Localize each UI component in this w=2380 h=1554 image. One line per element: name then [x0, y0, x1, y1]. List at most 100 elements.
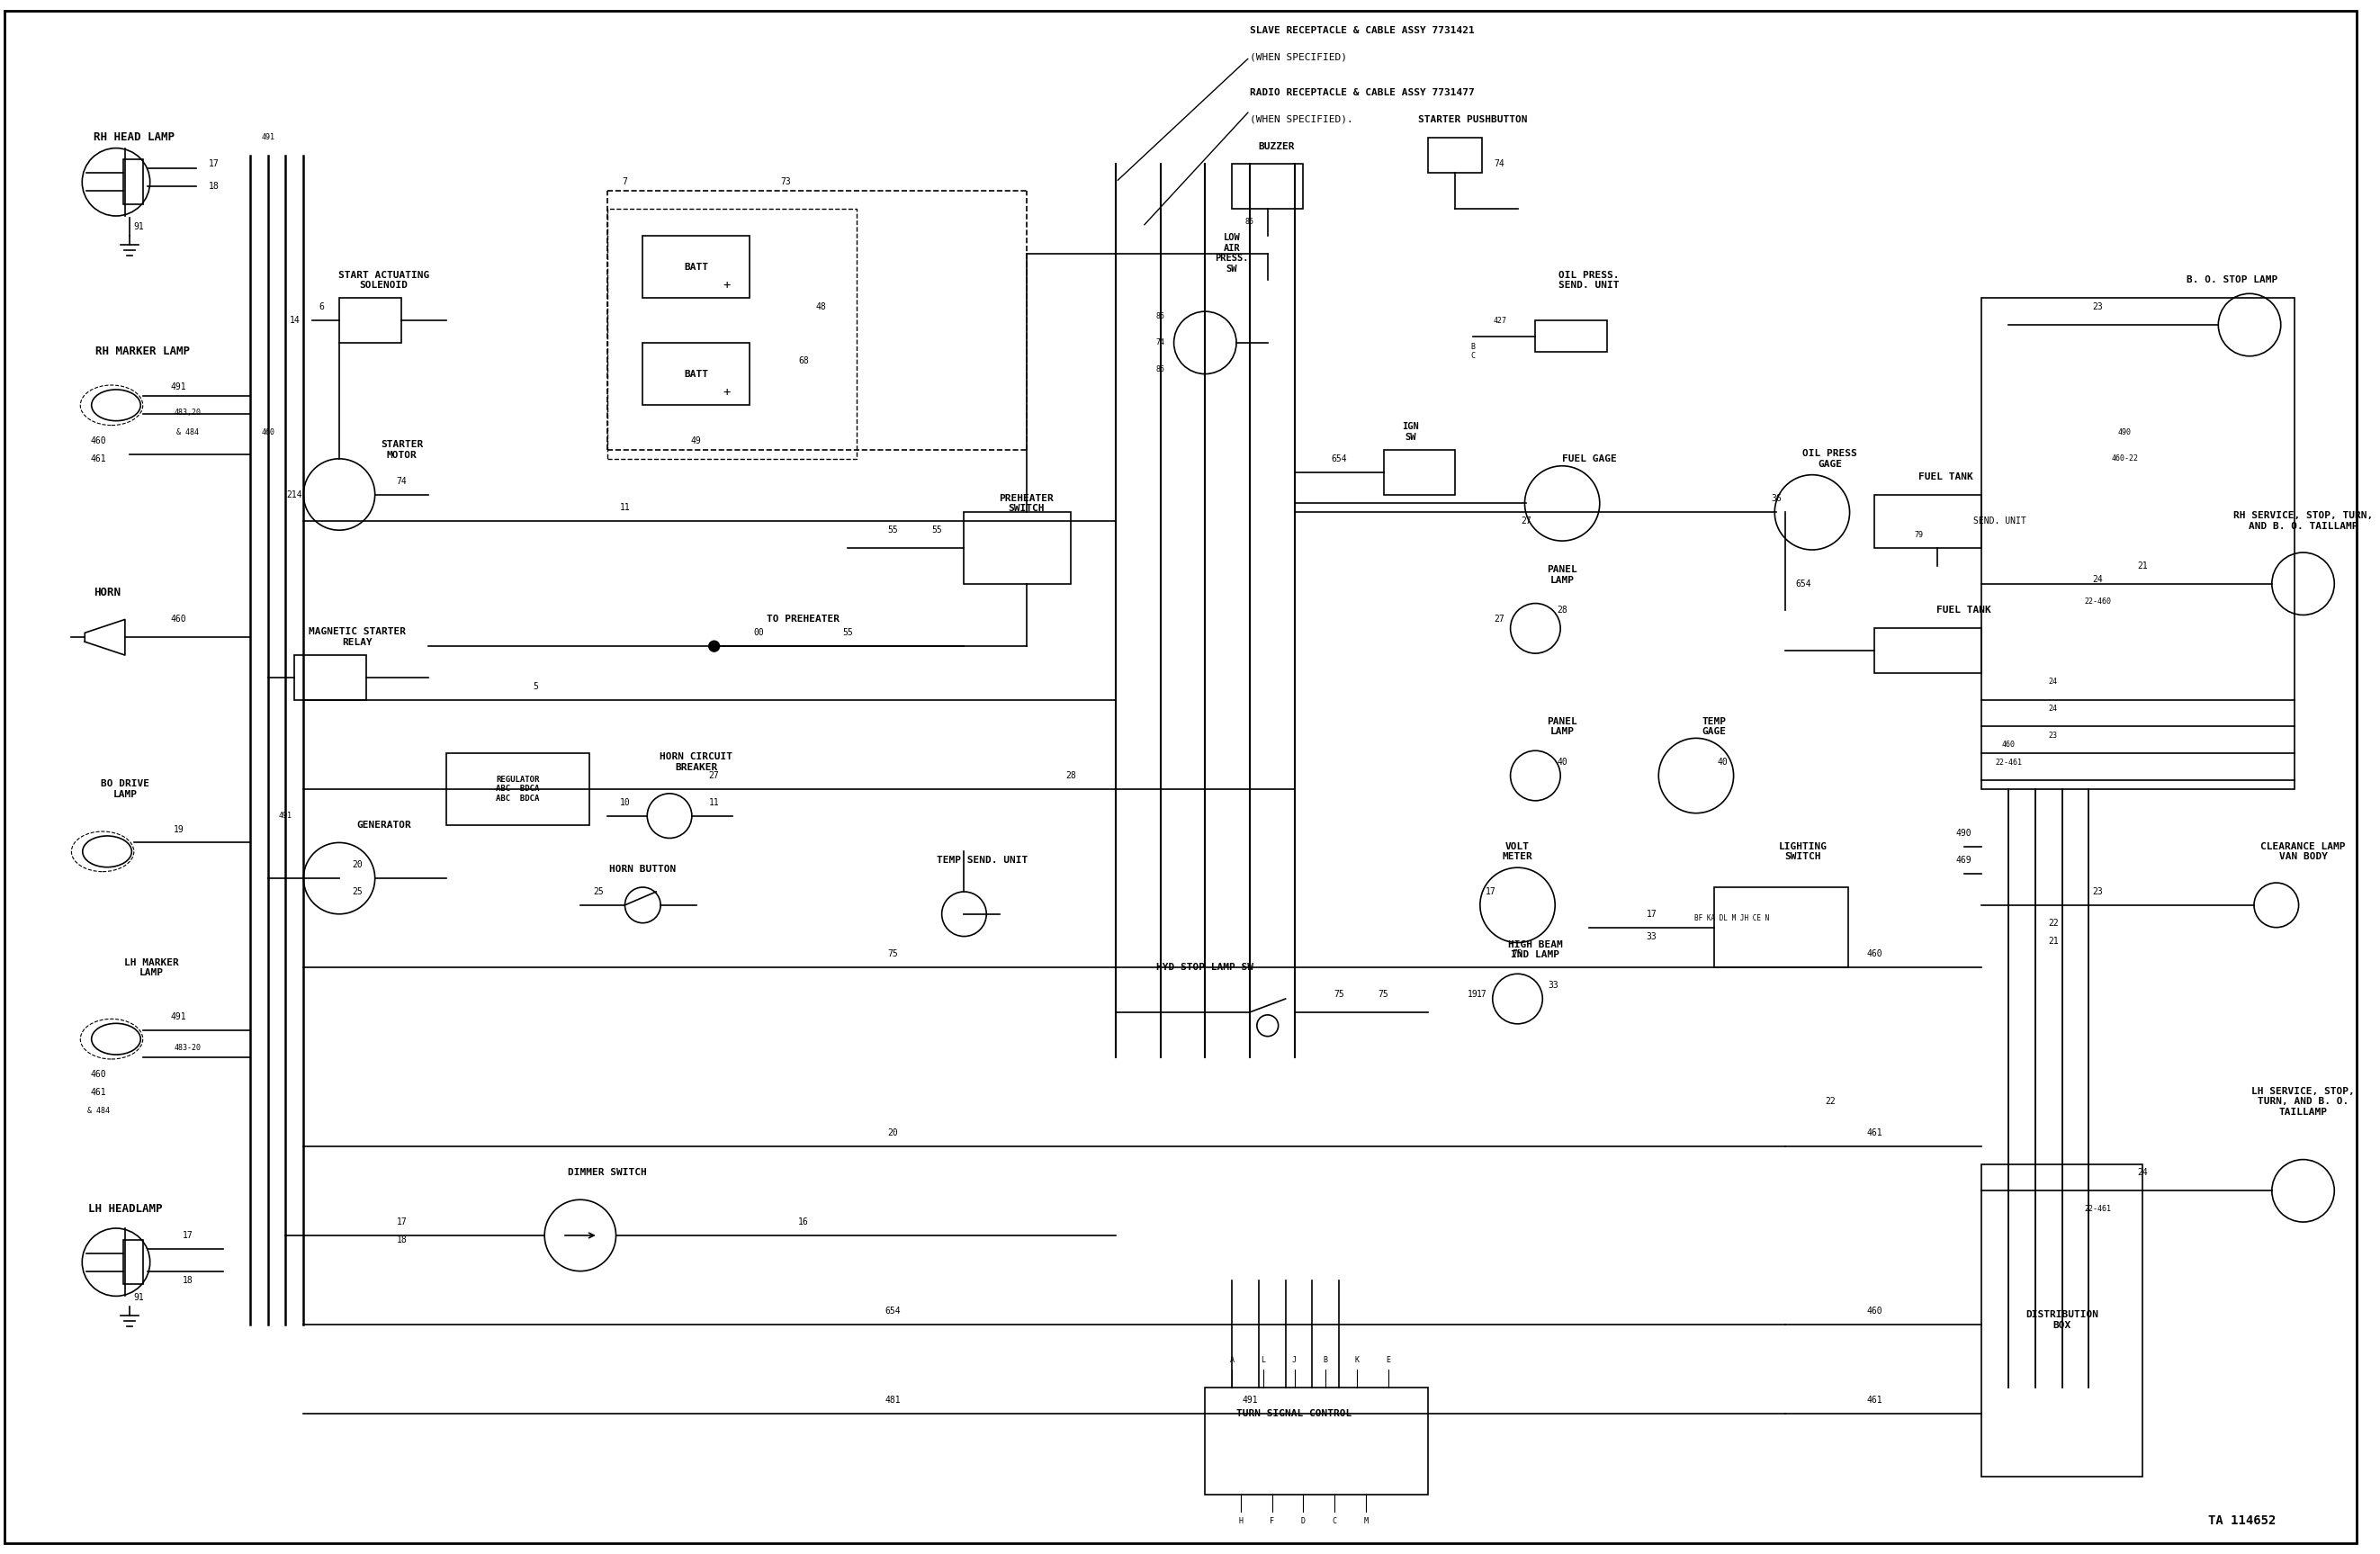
- Text: REGULATOR
ABC  BDCA
ABC  BDCA: REGULATOR ABC BDCA ABC BDCA: [495, 775, 540, 802]
- Text: 21: 21: [2047, 937, 2059, 945]
- Text: BATT: BATT: [683, 263, 709, 272]
- Text: HORN: HORN: [93, 587, 121, 598]
- Text: BUZZER: BUZZER: [1259, 141, 1295, 151]
- Text: 74: 74: [397, 477, 407, 485]
- Text: 85: 85: [1157, 365, 1164, 373]
- Text: 654: 654: [1330, 454, 1347, 463]
- Text: 17: 17: [1476, 990, 1488, 999]
- Text: 36: 36: [1771, 494, 1783, 503]
- Text: 460: 460: [90, 1071, 107, 1078]
- Text: 17: 17: [1485, 887, 1497, 897]
- Text: +: +: [724, 280, 731, 292]
- Text: 18: 18: [209, 182, 219, 191]
- Text: PANEL
LAMP: PANEL LAMP: [1547, 716, 1578, 737]
- Text: 469: 469: [1956, 856, 1971, 866]
- Text: 73: 73: [781, 177, 790, 186]
- Bar: [295, 656, 367, 699]
- Bar: [964, 513, 1071, 584]
- Text: MAGNETIC STARTER
RELAY: MAGNETIC STARTER RELAY: [309, 628, 405, 646]
- Text: 75: 75: [1333, 990, 1345, 999]
- Text: 24: 24: [2092, 575, 2104, 584]
- Text: HIGH BEAM
IND LAMP: HIGH BEAM IND LAMP: [1509, 940, 1564, 959]
- Text: 19: 19: [1468, 990, 1478, 999]
- Text: TA 114652: TA 114652: [2209, 1515, 2275, 1528]
- Text: 460-22: 460-22: [2111, 455, 2137, 463]
- Text: OIL PRESS.
SEND. UNIT: OIL PRESS. SEND. UNIT: [1559, 270, 1618, 291]
- Text: F: F: [1271, 1517, 1273, 1524]
- Bar: [643, 236, 750, 298]
- Text: 23: 23: [2092, 887, 2104, 897]
- Text: 17: 17: [209, 160, 219, 169]
- Bar: [1983, 298, 2294, 789]
- Text: 460: 460: [90, 437, 107, 446]
- Text: B: B: [1323, 1357, 1328, 1364]
- Text: 75: 75: [1511, 949, 1523, 959]
- Text: 22-461: 22-461: [1994, 758, 2023, 766]
- Text: 5: 5: [533, 682, 538, 692]
- Text: 16: 16: [797, 1217, 809, 1226]
- Text: 24: 24: [2049, 678, 2059, 685]
- Text: 74: 74: [1157, 339, 1164, 347]
- Text: BATT: BATT: [683, 370, 709, 379]
- Text: 85: 85: [1245, 218, 1254, 227]
- Text: 18: 18: [183, 1276, 193, 1285]
- Text: 460: 460: [2002, 740, 2016, 749]
- Text: HYD STOP LAMP SW: HYD STOP LAMP SW: [1157, 963, 1254, 973]
- Text: 28: 28: [1066, 771, 1076, 780]
- Text: L: L: [1261, 1357, 1266, 1364]
- Text: D: D: [1302, 1517, 1307, 1524]
- Text: M: M: [1364, 1517, 1368, 1524]
- Text: PANEL
LAMP: PANEL LAMP: [1547, 566, 1578, 584]
- Text: 461: 461: [1866, 1128, 1883, 1138]
- Text: 18: 18: [397, 1235, 407, 1245]
- Text: PREHEATER
SWITCH: PREHEATER SWITCH: [1000, 494, 1054, 513]
- Bar: [1875, 494, 1983, 549]
- Text: 654: 654: [885, 1307, 900, 1316]
- Text: 14: 14: [290, 315, 300, 325]
- Text: 460: 460: [262, 427, 274, 437]
- Text: 22: 22: [2047, 918, 2059, 928]
- Text: 25: 25: [593, 887, 605, 897]
- Bar: [607, 208, 857, 458]
- Text: START ACTUATING
SOLENOID: START ACTUATING SOLENOID: [338, 270, 428, 291]
- Text: 11: 11: [619, 503, 631, 513]
- Text: 491: 491: [1242, 1395, 1257, 1405]
- Text: 11: 11: [709, 797, 719, 807]
- Text: HORN BUTTON: HORN BUTTON: [609, 866, 676, 873]
- Text: 17: 17: [183, 1231, 193, 1240]
- Text: 460: 460: [1866, 1307, 1883, 1316]
- Bar: [340, 298, 402, 343]
- Bar: [1204, 1388, 1428, 1495]
- Text: 19: 19: [174, 825, 183, 834]
- Text: FUEL TANK: FUEL TANK: [1937, 606, 1992, 615]
- Text: 40: 40: [1718, 758, 1728, 766]
- Text: 17: 17: [397, 1217, 407, 1226]
- Text: 27: 27: [1521, 517, 1533, 525]
- Text: 75: 75: [888, 949, 897, 959]
- Text: 21: 21: [2137, 561, 2147, 570]
- Bar: [1875, 628, 1983, 673]
- Text: SEND. UNIT: SEND. UNIT: [1973, 517, 2025, 525]
- Text: 491: 491: [171, 382, 186, 392]
- Text: 22-460: 22-460: [2085, 598, 2111, 606]
- Text: TEMP
GAGE: TEMP GAGE: [1702, 716, 1726, 737]
- Text: BO DRIVE
LAMP: BO DRIVE LAMP: [100, 780, 150, 799]
- Text: & 484: & 484: [88, 1106, 109, 1114]
- Text: 460: 460: [171, 615, 186, 625]
- Text: A: A: [1230, 1357, 1235, 1364]
- Text: OIL PRESS
GAGE: OIL PRESS GAGE: [1802, 449, 1856, 468]
- Text: 55: 55: [843, 628, 854, 637]
- Text: LIGHTING
SWITCH: LIGHTING SWITCH: [1778, 842, 1828, 861]
- Text: 461: 461: [1866, 1395, 1883, 1405]
- Bar: [124, 160, 143, 204]
- Text: 10: 10: [619, 797, 631, 807]
- Text: 24: 24: [2049, 704, 2059, 713]
- Text: TURN SIGNAL CONTROL: TURN SIGNAL CONTROL: [1238, 1409, 1352, 1419]
- Text: 461: 461: [90, 454, 107, 463]
- Text: & 484: & 484: [176, 427, 198, 437]
- Text: CLEARANCE LAMP
VAN BODY: CLEARANCE LAMP VAN BODY: [2261, 842, 2347, 861]
- Text: DISTRIBUTION
BOX: DISTRIBUTION BOX: [2025, 1310, 2099, 1330]
- Text: (WHEN SPECIFIED).: (WHEN SPECIFIED).: [1250, 115, 1352, 124]
- Text: 40: 40: [1557, 758, 1568, 766]
- Text: 55: 55: [888, 525, 897, 535]
